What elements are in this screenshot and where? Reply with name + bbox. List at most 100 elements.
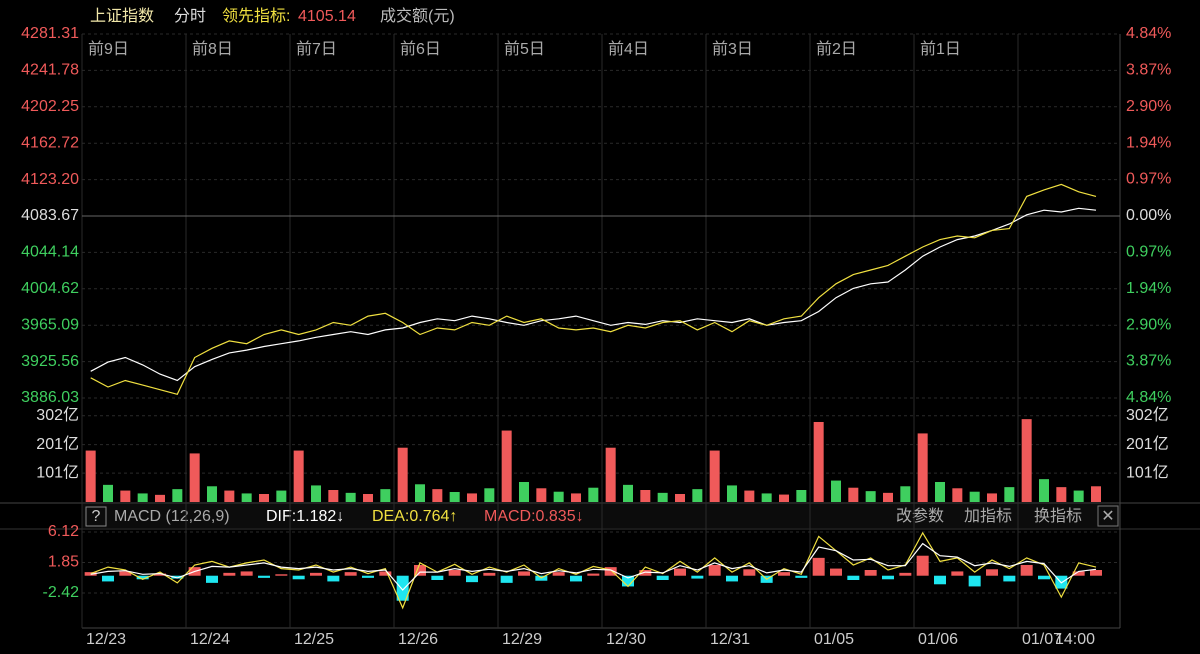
volume-bar [536,488,547,502]
macd-label: MACD:0.835↓ [484,508,584,525]
volume-bar [1021,419,1032,502]
y2-tick-label: 101亿 [1126,463,1169,481]
y-tick-label: 6.12 [48,523,79,540]
y2-tick-label: 0.97% [1126,171,1171,188]
macd-bar [934,575,946,585]
macd-bar [396,575,409,601]
volume-bar [692,489,703,502]
button[interactable]: 换指标 [1034,507,1082,525]
day-label: 前7日 [296,40,337,58]
date-label: 12/26 [398,631,438,648]
date-label: 01/07 [1022,631,1062,648]
volume-bar [172,489,183,502]
macd-bar [1072,571,1085,576]
mode: 分时 [174,7,206,25]
macd-bar [448,570,461,576]
indicator-label: 领先指标: [222,7,290,25]
y2-tick-label: 0.00% [1126,207,1171,224]
price-line [90,207,1097,382]
volume-bar [449,491,460,502]
macd-bar [830,568,842,576]
macd-bar [206,575,218,583]
macd-bar [951,571,964,576]
y-tick-label: 1.85 [48,554,79,571]
help-button[interactable] [85,506,107,527]
macd-bar [379,571,392,576]
y-tick-label: 4162.72 [21,134,79,151]
day-label: 前9日 [88,40,129,58]
macd-bar [795,575,808,578]
macd-bar [726,575,738,582]
button[interactable]: 加指标 [964,507,1012,525]
dif-label: DIF:1.182↓ [266,508,344,525]
help-text: ? [92,508,101,525]
macd-bar [812,557,825,576]
volume-bar [900,486,911,502]
volume-bar [952,488,963,502]
y2-tick-label: 2.90% [1126,316,1171,333]
volume-bar [484,488,495,502]
volume-bar [813,421,824,502]
volume-bar [987,493,997,502]
volume-label: 成交额(元) [380,7,455,25]
y-tick-label: 4123.20 [21,171,79,188]
volume-bar [501,430,512,502]
volume-bar [796,489,807,502]
macd-bar [587,573,600,576]
macd-bar [708,565,721,576]
dea-label: DEA:0.764↑ [372,508,457,525]
macd-bar [570,575,582,582]
volume-bar [727,485,737,502]
volume-bar [276,490,287,502]
date-label: 12/23 [86,631,126,648]
macd-bar [431,575,444,580]
volume-bar [380,489,391,502]
y-tick-label: -2.42 [43,584,80,601]
macd-title: MACD (12,26,9) [114,508,230,525]
volume-bar [189,453,200,502]
button[interactable]: 改参数 [896,507,944,525]
day-label: 前8日 [192,40,233,58]
macd-bar [778,572,790,576]
macd-line [90,531,1097,610]
volume-bar [241,493,252,502]
macd-bar [1020,565,1033,576]
volume-bar [865,491,876,502]
macd-bar [1003,575,1016,582]
macd-bar [500,575,513,583]
index-name: 上证指数 [90,7,154,25]
y-tick-label: 4281.31 [21,25,79,42]
volume-bar [311,485,321,502]
y-tick-label: 4044.14 [21,244,79,261]
volume-bar [259,493,269,502]
volume-bar [155,494,165,502]
date-label: 12/24 [190,631,230,648]
volume-bar [397,447,408,502]
y-tick-label: 4202.25 [21,98,79,115]
macd-header-bar [82,504,1120,528]
y-tick-label: 4241.78 [21,62,79,79]
macd-bar [656,575,669,580]
volume-bar [935,481,945,502]
date-label: 12/30 [606,631,646,648]
macd-bar [1038,575,1050,580]
y2-tick-label: 3.87% [1126,62,1171,79]
macd-bar [882,575,894,580]
macd-bar [1090,570,1102,576]
close-button[interactable] [1097,505,1119,527]
y-tick-label: 4083.67 [21,207,79,224]
macd-bar [518,571,530,576]
volume-bar [415,484,425,502]
y2-tick-label: 3.87% [1126,353,1171,370]
macd-bar [310,572,322,576]
volume-bar [1091,486,1101,502]
y2-tick-label: 302亿 [1126,406,1169,424]
volume-bar [1056,487,1067,502]
volume-bar [363,493,373,502]
volume-bar [831,480,841,502]
day-label: 前2日 [816,40,857,58]
date-label: 12/29 [502,631,542,648]
macd-bar [691,575,704,579]
